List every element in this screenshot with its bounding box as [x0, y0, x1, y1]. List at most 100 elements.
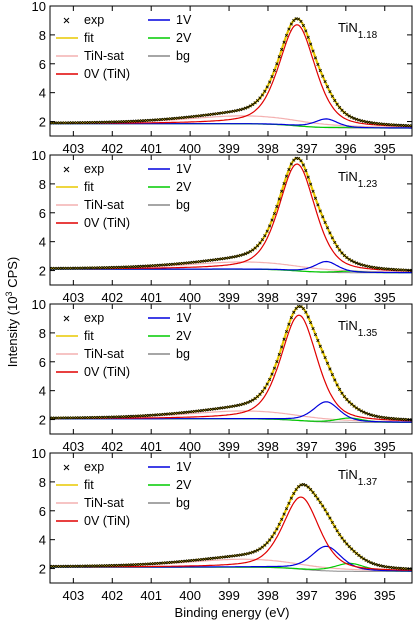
exp-point — [50, 416, 52, 420]
legend-label: 0V (TiN) — [84, 365, 130, 379]
legend-label: TiN-sat — [84, 49, 124, 63]
exp-point — [50, 121, 52, 125]
legend-marker-exp — [63, 166, 70, 173]
exp-point — [200, 259, 204, 263]
x-tick-label: 397 — [296, 141, 318, 156]
exp-point — [328, 367, 332, 371]
exp-point — [335, 383, 339, 387]
exp-point — [185, 261, 190, 265]
exp-point — [91, 415, 96, 420]
exp-point — [325, 85, 330, 89]
exp-point — [101, 266, 105, 270]
x-tick-label: 402 — [101, 290, 123, 305]
exp-point — [183, 559, 187, 563]
x-tick-label: 396 — [335, 588, 357, 603]
exp-point — [171, 116, 175, 121]
exp-point — [205, 408, 209, 412]
exp-point — [253, 246, 257, 250]
exp-point — [84, 266, 88, 270]
exp-point — [340, 391, 344, 395]
exp-point — [388, 565, 392, 569]
exp-point — [347, 544, 351, 549]
exp-point — [224, 110, 228, 114]
exp-point — [178, 261, 182, 266]
exp-point — [169, 412, 173, 416]
exp-point — [321, 215, 325, 219]
exp-point — [379, 122, 383, 126]
exp-point — [270, 218, 274, 222]
y-tick-label: 2 — [39, 264, 46, 279]
exp-point — [395, 566, 400, 570]
exp-point — [58, 564, 62, 568]
exp-point — [403, 268, 407, 272]
exp-point — [280, 189, 284, 193]
exp-point — [263, 234, 267, 238]
exp-point — [258, 241, 262, 245]
exp-point — [227, 256, 231, 260]
x-tick-label: 399 — [218, 439, 240, 454]
exp-point — [321, 74, 325, 78]
exp-point — [299, 159, 303, 163]
exp-point — [212, 556, 216, 560]
exp-point — [289, 162, 293, 166]
x-tick-label: 400 — [179, 439, 201, 454]
exp-point — [111, 563, 115, 568]
exp-point — [183, 410, 187, 414]
exp-point — [354, 117, 359, 121]
exp-point — [205, 259, 209, 263]
exp-point — [108, 415, 112, 419]
exp-point — [173, 411, 178, 415]
exp-point — [185, 115, 190, 119]
exp-point — [128, 119, 132, 123]
exp-point — [333, 98, 337, 103]
exp-point — [318, 344, 322, 348]
panel-1: 2 4 6 8 10 403 402 401 400 399 398 397 396 395 exp fit T… — [32, 0, 413, 156]
exp-point — [210, 258, 214, 262]
exp-point — [79, 266, 83, 270]
exp-point — [255, 244, 260, 248]
exp-point — [53, 266, 57, 270]
exp-point — [67, 564, 71, 568]
exp-point — [366, 264, 371, 269]
exp-point — [222, 111, 226, 115]
exp-point — [277, 197, 281, 201]
exp-point — [74, 564, 79, 568]
sample-label-main: TiN — [338, 467, 358, 482]
y-tick-label: 8 — [39, 326, 46, 341]
exp-point — [210, 407, 214, 411]
exp-point — [55, 416, 59, 420]
exp-point — [340, 536, 344, 540]
sample-label: TiN1.37 — [338, 467, 378, 488]
legend-label: exp — [84, 13, 104, 27]
exp-point — [272, 68, 277, 73]
y-tick-label: 6 — [39, 57, 46, 72]
exp-point — [103, 415, 108, 419]
exp-point — [410, 124, 412, 128]
exp-point — [333, 240, 337, 245]
exp-point — [357, 118, 361, 122]
exp-point — [255, 99, 260, 103]
exp-point — [87, 120, 91, 125]
exp-point — [347, 400, 351, 404]
exp-point — [82, 564, 86, 568]
y-tick-label: 4 — [39, 235, 46, 250]
legend-label: 0V (TiN) — [84, 67, 130, 81]
exp-point — [234, 254, 238, 259]
exp-point — [231, 109, 235, 113]
exp-point — [125, 563, 129, 567]
legend-label: TiN-sat — [84, 496, 124, 510]
exp-point — [181, 559, 185, 563]
exp-point — [125, 414, 129, 419]
exp-point — [289, 496, 293, 500]
exp-point — [202, 557, 207, 561]
exp-point — [340, 108, 344, 112]
exp-point — [313, 56, 318, 60]
exp-point — [330, 520, 334, 525]
y-tick-label: 10 — [32, 0, 46, 14]
exp-point — [294, 17, 298, 21]
exp-point — [214, 112, 219, 116]
exp-point — [325, 226, 330, 230]
exp-point — [379, 415, 383, 419]
exp-point — [292, 18, 296, 23]
legend-label: 2V — [176, 31, 192, 45]
